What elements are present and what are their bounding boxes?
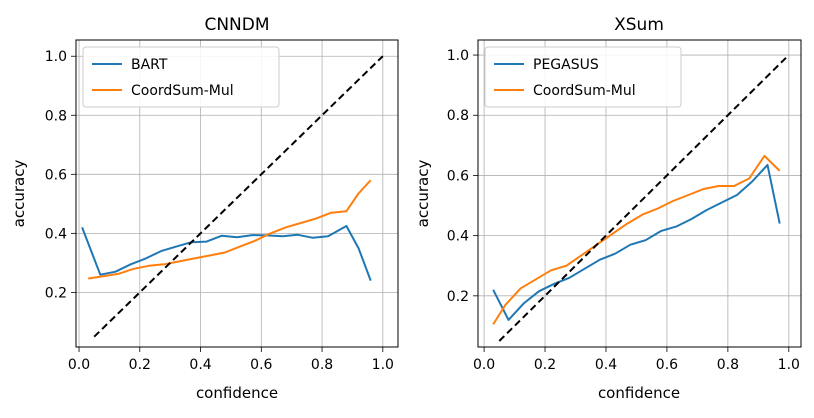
x-tick-label: 0.6 <box>250 357 272 373</box>
y-tick-label: 0.4 <box>447 229 469 245</box>
x-tick-label: 0.4 <box>189 357 211 373</box>
series-line-coordsum-mul <box>88 179 372 280</box>
series-line-pegasus <box>492 163 781 321</box>
y-tick-label: 0.8 <box>447 108 469 124</box>
chart-panel-cnndm: CNNDM 0.0 0.2 0.4 0.6 0.8 1.00.20.40.60.81.0 … <box>10 15 399 402</box>
x-tick-label: 1.0 <box>778 357 800 373</box>
x-tick-label: 0.0 <box>473 357 495 373</box>
legend-label-coordsum: CoordSum-Mul <box>533 83 636 99</box>
x-tick-label: 0.4 <box>595 357 617 373</box>
plot-frame <box>75 39 399 348</box>
x-tick-label: 1.0 <box>372 357 394 373</box>
series-line-bart <box>81 225 372 281</box>
x-axis-label: confidence <box>196 384 278 402</box>
y-tick-label: 0.6 <box>447 168 469 184</box>
chart-title: XSum <box>614 15 664 35</box>
ticks: 0.0 0.2 0.4 0.6 0.8 1.0 0.2 0.4 0.6 0.8 1.0 <box>447 48 800 373</box>
legend-box <box>82 46 280 108</box>
y-tick-label: 0.4 <box>45 226 67 242</box>
x-tick-label: 0.8 <box>311 357 333 373</box>
x-tick-label: 0.0 <box>68 357 90 373</box>
y-tick-label: 1.0 <box>447 48 469 64</box>
legend-label-coordsum: CoordSum-Mul <box>131 83 234 99</box>
series-group <box>81 55 384 338</box>
series-line-coordsum-mul <box>492 154 781 325</box>
x-tick-label: 0.8 <box>717 357 739 373</box>
legend-label-pegasus: PEGASUS <box>533 57 599 73</box>
y-axis-label: accuracy <box>10 160 28 228</box>
x-axis-label: confidence <box>598 384 680 402</box>
ticks: 0.0 0.2 0.4 0.6 0.8 1.0 0.2 0.4 0.6 0.8 1.0 <box>45 49 394 373</box>
x-tick-label: 0.6 <box>656 357 678 373</box>
x-tick-label: 0.2 <box>534 357 556 373</box>
series-group <box>492 54 790 342</box>
x-tick-label: 0.2 <box>129 357 151 373</box>
diagonal-reference-line <box>498 54 790 342</box>
plot-frame <box>477 39 802 348</box>
legend-label-bart: BART <box>131 57 168 73</box>
y-tick-label: 0.2 <box>45 285 67 301</box>
y-axis-label: accuracy <box>414 160 432 228</box>
y-tick-label: 1.0 <box>45 49 67 65</box>
legend-box <box>484 46 682 108</box>
diagonal-reference-line <box>93 55 384 338</box>
y-tick-label: 0.8 <box>45 108 67 124</box>
chart-title: CNNDM <box>204 15 269 35</box>
legend: PEGASUS CoordSum-Mul <box>484 46 682 108</box>
y-tick-label: 0.6 <box>45 167 67 183</box>
y-tick-label: 0.2 <box>447 289 469 305</box>
chart-panel-xsum: XSum 0.0 0.2 0.4 0.6 0.8 1.0 0.2 0.4 0.6 0.8 1.0 c… <box>414 15 802 402</box>
legend: BART CoordSum-Mul <box>82 46 280 108</box>
